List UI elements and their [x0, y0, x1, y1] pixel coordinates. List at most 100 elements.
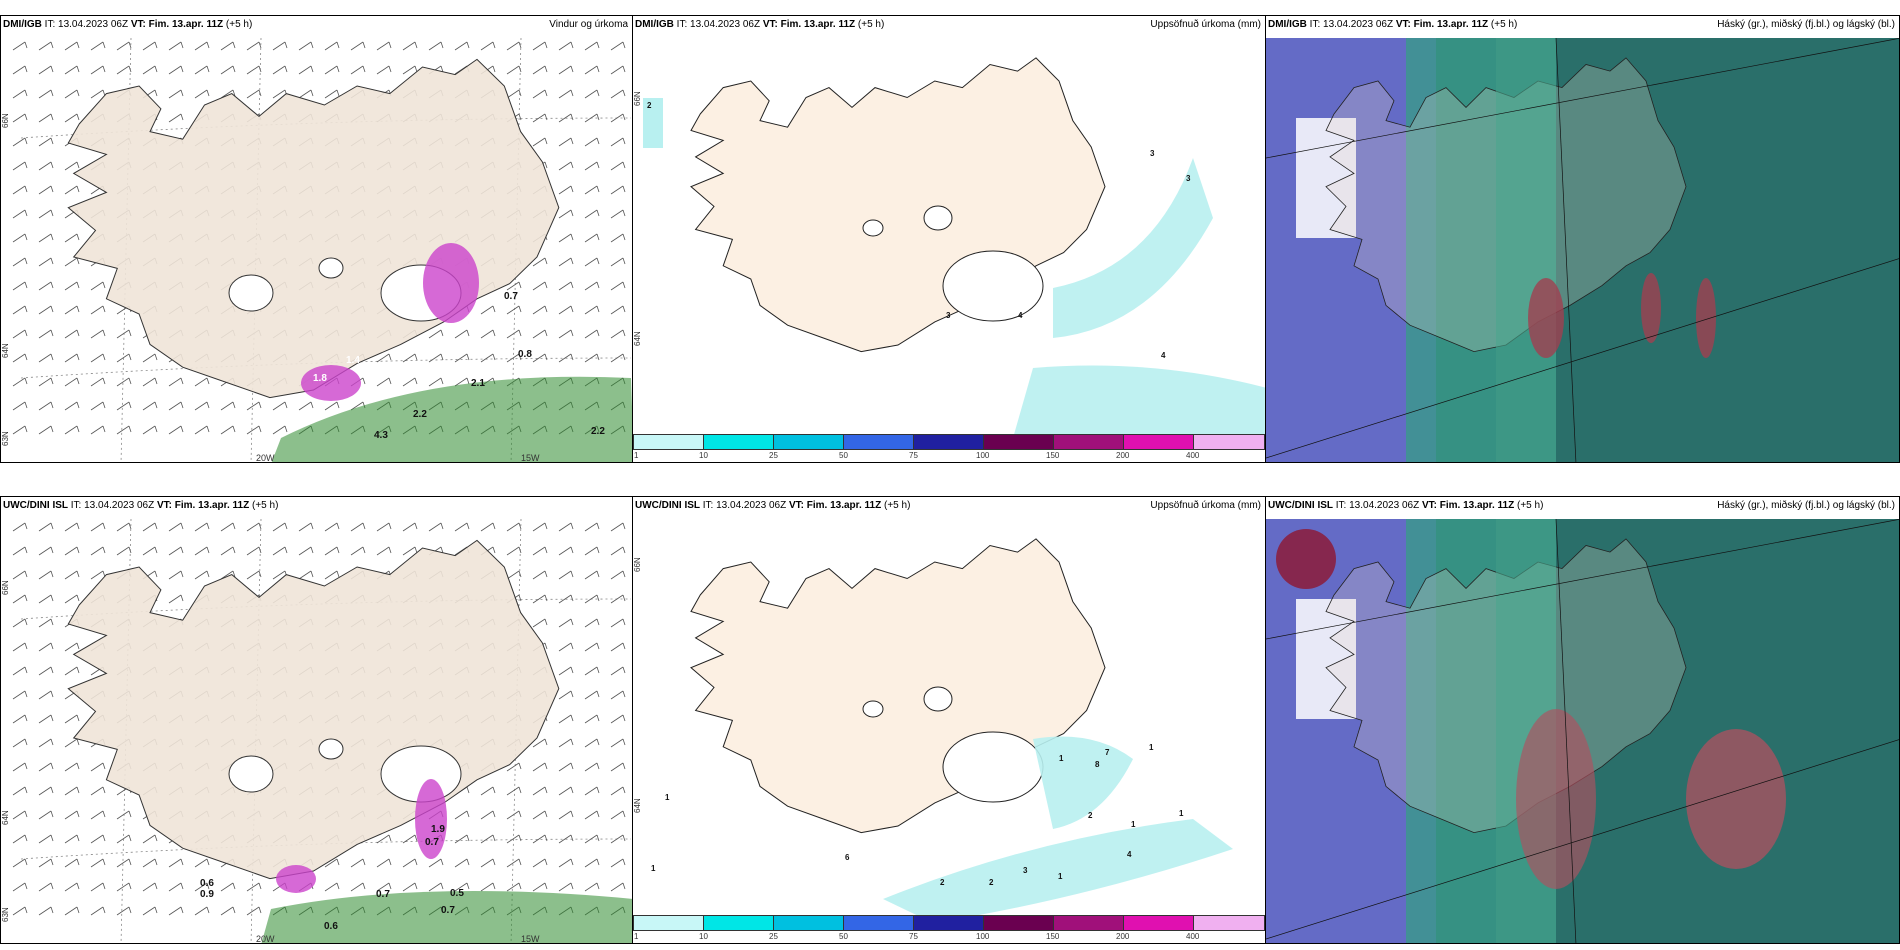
precip-value: 8 — [1095, 760, 1100, 769]
lon-label: 15W — [521, 453, 540, 463]
panel-top-wind: DMI/IGB IT: 13.04.2023 06Z VT: Fim. 13.a… — [0, 15, 633, 463]
panel-title: Háský (gr.), miðský (fj.bl.) og lágský (… — [1717, 19, 1895, 30]
precip-value: 2.1 — [471, 378, 485, 389]
panel-top-precip: DMI/IGB IT: 13.04.2023 06Z VT: Fim. 13.a… — [632, 15, 1266, 463]
colorbar-segment — [913, 915, 984, 931]
colorbar-tick: 400 — [1186, 451, 1200, 460]
precip-value: 1 — [1058, 872, 1063, 881]
lat-label: 64N — [633, 331, 642, 346]
colorbar-tick: 75 — [909, 451, 918, 460]
colorbar-tick: 50 — [839, 451, 848, 460]
colorbar-segment — [1193, 915, 1265, 931]
panel-title: Uppsöfnuð úrkoma (mm) — [1150, 500, 1261, 511]
lat-label: 63N — [1, 907, 10, 922]
lat-label: 64N — [633, 798, 642, 813]
colorbar-segment — [703, 434, 774, 450]
precip-value: 2 — [1088, 811, 1093, 820]
precip-value: 7 — [1105, 748, 1110, 757]
panel-header: UWC/DINI ISL IT: 13.04.2023 06Z VT: Fim.… — [3, 500, 279, 511]
precip-value: 3 — [1186, 174, 1191, 183]
precip-value: 1 — [1149, 743, 1154, 752]
colorbar-tick: 10 — [699, 451, 708, 460]
lat-label: 66N — [633, 91, 642, 106]
precip-value: 1.4 — [346, 355, 360, 366]
colorbar-tick: 1 — [634, 451, 639, 460]
precip-value: 2.2 — [591, 426, 605, 437]
precip-value: 6 — [845, 853, 850, 862]
colorbar-tick: 50 — [839, 932, 848, 941]
precip-value: 0.9 — [434, 334, 448, 345]
precip-value: 2 — [647, 101, 652, 110]
accumulated-precip-map — [690, 538, 1233, 923]
colorbar-tick: 200 — [1116, 451, 1130, 460]
colorbar-segment — [1053, 434, 1124, 450]
precip-value: 0.6 — [324, 921, 338, 932]
panel-top-clouds: DMI/IGB IT: 13.04.2023 06Z VT: Fim. 13.a… — [1265, 15, 1900, 463]
precip-value: 4.3 — [374, 430, 388, 441]
panel-title: Vindur og úrkoma — [549, 19, 628, 30]
colorbar-segment — [1053, 915, 1124, 931]
precip-value: 0.9 — [200, 889, 214, 900]
panel-header: UWC/DINI ISL IT: 13.04.2023 06Z VT: Fim.… — [635, 500, 911, 511]
precip-value: 0.8 — [518, 349, 532, 360]
lat-label: 64N — [1, 343, 10, 358]
colorbar-tick: 10 — [699, 932, 708, 941]
panel-bottom-wind: UWC/DINI ISL IT: 13.04.2023 06Z VT: Fim.… — [0, 496, 633, 944]
colorbar-segment — [773, 915, 844, 931]
colorbar-segment — [633, 915, 704, 931]
colorbar-tick: 25 — [769, 451, 778, 460]
colorbar-tick: 150 — [1046, 932, 1060, 941]
precip-value: 0.7 — [376, 889, 390, 900]
panel-bottom-clouds: UWC/DINI ISL IT: 13.04.2023 06Z VT: Fim.… — [1265, 496, 1900, 944]
colorbar-segment — [913, 434, 984, 450]
colorbar-segment — [773, 434, 844, 450]
precip-value: 1.9 — [431, 824, 445, 835]
precip-value: 4 — [1161, 351, 1166, 360]
precip-value: 2 — [940, 878, 945, 887]
colorbar-tick: 75 — [909, 932, 918, 941]
colorbar-segment — [633, 434, 704, 450]
precip-value: 0.7 — [425, 837, 439, 848]
precip-value: 1 — [651, 864, 656, 873]
precip-value: 4 — [1018, 311, 1023, 320]
precip-value: 3 — [1023, 866, 1028, 875]
lat-label: 66N — [633, 557, 642, 572]
colorbar-tick: 100 — [976, 932, 990, 941]
accumulated-precip-map — [643, 57, 1265, 438]
precip-value: 4 — [1127, 850, 1132, 859]
panel-header: UWC/DINI ISL IT: 13.04.2023 06Z VT: Fim.… — [1268, 500, 1544, 511]
lon-label: 20W — [256, 934, 275, 944]
precip-value: 1 — [1131, 820, 1136, 829]
colorbar-segment — [843, 434, 914, 450]
colorbar-tick: 1 — [634, 932, 639, 941]
precip-value: 0.7 — [441, 905, 455, 916]
colorbar-segment — [1123, 915, 1194, 931]
wind-precip-map — [12, 38, 632, 462]
precip-value: 1 — [665, 793, 670, 802]
colorbar-segment — [703, 915, 774, 931]
panel-bottom-precip: UWC/DINI ISL IT: 13.04.2023 06Z VT: Fim.… — [632, 496, 1266, 944]
colorbar-segment — [983, 915, 1054, 931]
colorbar-segment — [983, 434, 1054, 450]
lon-label: 15W — [521, 934, 540, 944]
colorbar-segment — [1193, 434, 1265, 450]
cloud-cover-map — [1266, 38, 1899, 462]
precip-value: 0.5 — [450, 888, 464, 899]
precip-colorbar: 1 10 25 50 75 100 150 200 400 — [633, 434, 1265, 460]
panel-header: DMI/IGB IT: 13.04.2023 06Z VT: Fim. 13.a… — [635, 19, 885, 30]
colorbar-tick: 200 — [1116, 932, 1130, 941]
precip-value: 0.6 — [200, 878, 214, 889]
precip-value: 3 — [1150, 149, 1155, 158]
precip-colorbar: 1 10 25 50 75 100 150 200 400 — [633, 915, 1265, 941]
precip-value: 0.9 — [316, 874, 330, 885]
precip-value: 2.2 — [413, 409, 427, 420]
colorbar-tick: 400 — [1186, 932, 1200, 941]
colorbar-segment — [843, 915, 914, 931]
precip-value: 2 — [989, 878, 994, 887]
colorbar-segment — [1123, 434, 1194, 450]
lat-label: 63N — [1, 431, 10, 446]
lat-label: 66N — [1, 113, 10, 128]
panel-title: Uppsöfnuð úrkoma (mm) — [1150, 19, 1261, 30]
wind-precip-map — [12, 519, 632, 943]
colorbar-tick: 100 — [976, 451, 990, 460]
